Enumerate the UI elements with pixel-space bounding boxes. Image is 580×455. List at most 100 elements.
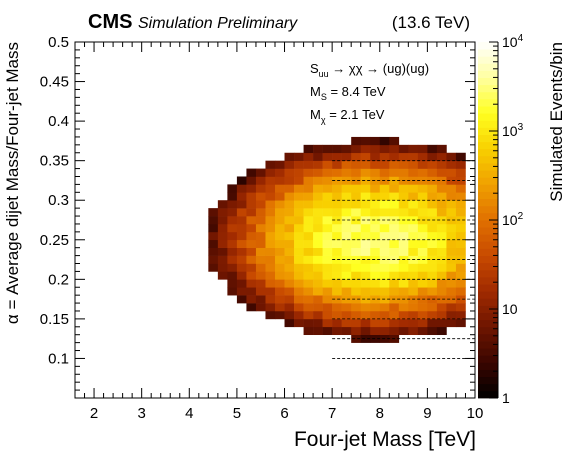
heatmap-cell xyxy=(389,326,400,336)
heatmap-cell xyxy=(275,255,285,264)
heatmap-cell xyxy=(341,271,352,280)
heatmap-cell xyxy=(313,144,323,154)
heatmap-cell xyxy=(275,263,285,272)
heatmap-cell xyxy=(379,192,390,201)
heatmap-cell xyxy=(446,216,457,225)
heatmap-cell xyxy=(436,287,447,296)
heatmap-cell xyxy=(208,239,219,248)
heatmap-cell xyxy=(436,152,447,161)
heatmap-cell xyxy=(427,239,438,248)
color-scale-step xyxy=(478,177,498,185)
z-tick-label: 10 xyxy=(502,301,518,317)
heatmap-cell xyxy=(417,326,428,336)
heatmap-cell xyxy=(265,160,276,169)
heatmap-cell xyxy=(351,287,362,296)
heatmap-cell xyxy=(313,160,323,169)
heatmap-cell xyxy=(322,223,333,233)
heatmap-cell xyxy=(455,192,466,201)
heatmap-cell xyxy=(360,168,371,177)
heatmap-cell xyxy=(217,231,228,241)
color-scale-step xyxy=(478,248,498,256)
heatmap-cell xyxy=(379,303,390,312)
y-tick-label: 0.5 xyxy=(48,34,69,51)
heatmap-cell xyxy=(427,318,438,328)
heatmap-cell xyxy=(303,295,314,304)
heatmap-cell xyxy=(417,303,428,312)
heatmap-cell xyxy=(341,279,352,288)
heatmap-cell xyxy=(427,263,438,272)
heatmap-cell xyxy=(313,271,323,280)
heatmap-cell xyxy=(389,152,400,161)
heatmap-cell xyxy=(360,144,371,154)
heatmap-cell xyxy=(255,255,266,264)
heatmap-cell xyxy=(360,152,371,161)
heatmap-cell xyxy=(227,231,238,241)
heatmap-cell xyxy=(436,303,447,312)
y-tick-label: 0.45 xyxy=(40,74,69,91)
heatmap-cell xyxy=(332,303,342,312)
heatmap-cell xyxy=(370,263,381,272)
heatmap-cell xyxy=(208,263,219,272)
heatmap-cell xyxy=(246,231,257,241)
heatmap-cell xyxy=(351,184,362,193)
heatmap-cell xyxy=(255,263,266,272)
heatmap-cell xyxy=(351,192,362,201)
heatmap-cell xyxy=(227,255,238,264)
heatmap-cell xyxy=(332,168,342,177)
heatmap-cell xyxy=(313,223,323,233)
heatmap-cell xyxy=(332,263,342,272)
color-scale-step xyxy=(478,276,498,285)
x-tick-label: 5 xyxy=(233,405,241,422)
heatmap-cell xyxy=(436,247,447,256)
heatmap-cell xyxy=(360,176,371,185)
heatmap-cell xyxy=(417,223,428,233)
heatmap-cell xyxy=(341,310,352,320)
heatmap-cell xyxy=(284,287,295,296)
heatmap-cell xyxy=(370,208,381,217)
heatmap-cell xyxy=(389,136,400,146)
heatmap-cell xyxy=(303,287,314,296)
heatmap-cell xyxy=(398,231,409,241)
heatmap-cell xyxy=(360,326,371,336)
heatmap-cell xyxy=(236,255,247,264)
heatmap-cell xyxy=(360,255,371,264)
heatmap-cell xyxy=(351,247,362,256)
heatmap-cell xyxy=(275,279,285,288)
heatmap-cell xyxy=(360,271,371,280)
heatmap-cell xyxy=(322,271,333,280)
heatmap-cell xyxy=(389,223,400,233)
heatmap-cell xyxy=(294,271,304,280)
heatmap-cell xyxy=(446,295,457,304)
heatmap-cell xyxy=(436,279,447,288)
heatmap-cell xyxy=(246,263,257,272)
heatmap-cell xyxy=(417,200,428,209)
heatmap-cell xyxy=(360,318,371,328)
heatmap-cell xyxy=(379,239,390,248)
heatmap-cell xyxy=(360,200,371,209)
color-scale-step xyxy=(478,284,498,292)
alpha-dashed-lines xyxy=(332,160,475,359)
heatmap-cell xyxy=(446,208,457,217)
heatmap-cell xyxy=(351,208,362,217)
heatmap-cell xyxy=(322,310,333,320)
heatmap-cell xyxy=(446,239,457,248)
heatmap-cell xyxy=(351,231,362,241)
heatmap-cell xyxy=(332,152,342,161)
color-scale-step xyxy=(478,262,498,271)
z-tick-label: 104 xyxy=(502,33,524,50)
heatmap-cell xyxy=(370,231,381,241)
heatmap-cell xyxy=(351,168,362,177)
heatmap-cell xyxy=(389,247,400,256)
heatmap-cell xyxy=(275,192,285,201)
heatmap-cell xyxy=(322,168,333,177)
heatmap-cell xyxy=(455,247,466,256)
heatmap-cell xyxy=(436,295,447,304)
heatmap-cell xyxy=(379,263,390,272)
heatmap-cell xyxy=(398,168,409,177)
heatmap-cell xyxy=(389,160,400,169)
heatmap-cell xyxy=(436,144,447,154)
heatmap-cell xyxy=(265,223,276,233)
heatmap-cell xyxy=(294,279,304,288)
heatmap-cell xyxy=(341,287,352,296)
heatmap-cell xyxy=(389,239,400,248)
